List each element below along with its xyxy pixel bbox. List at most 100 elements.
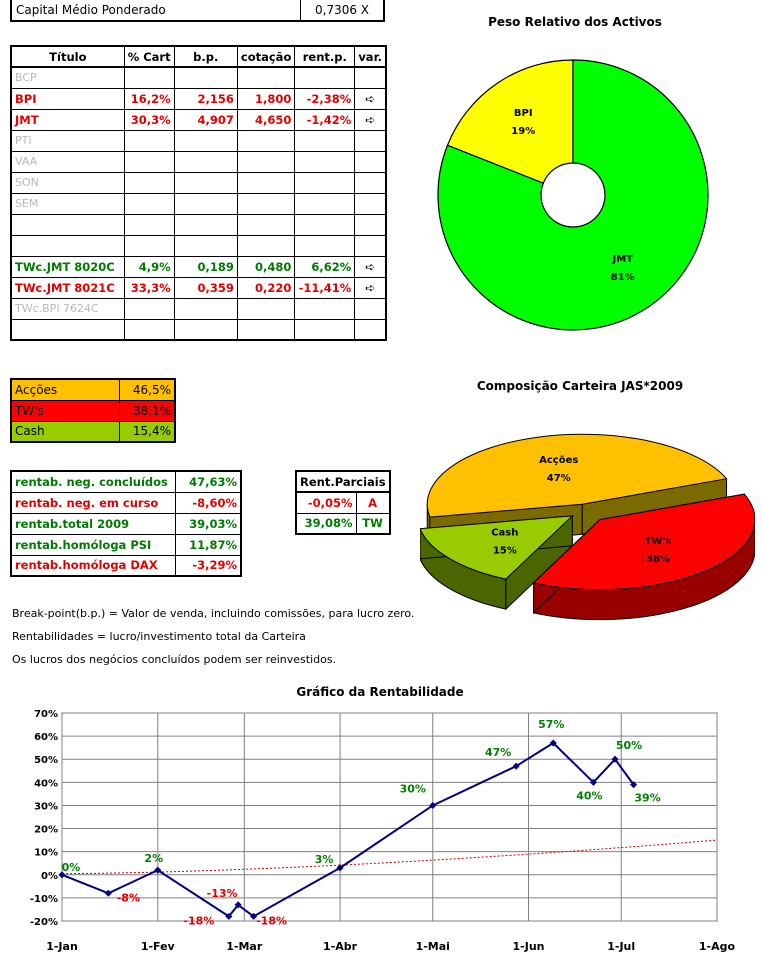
portfolio-table-header: Título% Cart b.p. cotação rent.p. var.: [10, 45, 387, 68]
pie3d-label: TW's: [645, 536, 672, 547]
pie3d-value-label: 15%: [493, 545, 517, 556]
x-tick-label: 1-Jan: [46, 940, 78, 953]
row-title: [10, 318, 125, 341]
row-pct: 33,3%: [123, 276, 175, 299]
row-bp: [173, 318, 238, 341]
row-pct: [123, 150, 175, 173]
row-bp: 4,907: [173, 108, 238, 131]
donut-chart: BPI 19% JMT 81%: [437, 59, 709, 331]
note-breakpoint: Break-point(b.p.) = Valor de venda, incl…: [12, 607, 415, 620]
returns-value: 47,63%: [174, 470, 242, 493]
pie3d-slice-top: [426, 433, 728, 518]
row-var-arrow-icon: [354, 297, 387, 320]
row-var-arrow-icon: [354, 234, 387, 257]
y-tick-label: 50%: [34, 755, 58, 766]
donut-label: JMT: [611, 254, 633, 265]
row-bp: 2,156: [173, 87, 238, 110]
row-title: BCP: [10, 66, 125, 89]
composition-label: Acções: [10, 378, 120, 401]
table-row: [10, 318, 387, 341]
pie3d-slice-top: [532, 493, 755, 591]
pie3d-label: Acções: [539, 455, 578, 466]
row-rent: [294, 150, 356, 173]
row-title: [10, 213, 125, 236]
series-point: [611, 755, 619, 763]
y-tick-label: 70%: [34, 709, 58, 720]
row-rent: [294, 234, 356, 257]
pie3d-chart-title: Composição Carteira JAS*2009: [476, 379, 684, 393]
row-rent: [294, 171, 356, 194]
portfolio-table: Título% Cart b.p. cotação rent.p. var. BCP BP…: [10, 45, 387, 341]
row-var-arrow-icon: ➪: [354, 87, 387, 110]
returns-label: rentab.total 2009: [10, 512, 176, 535]
trendline: [61, 839, 718, 875]
table-row: JMT 30,3% 4,907 4,650 -1,42% ➪: [10, 108, 387, 131]
row-var-arrow-icon: [354, 213, 387, 236]
returns-label: rentab.homóloga PSI: [10, 533, 176, 556]
note-returns: Rentabilidades = lucro/investimento tota…: [12, 630, 306, 643]
row-var-arrow-icon: ➪: [354, 255, 387, 278]
column-header: cotação: [236, 45, 296, 68]
x-tick-label: 1-Jul: [607, 940, 635, 953]
returns-row: rentab.homóloga PSI 11,87%: [10, 533, 242, 556]
data-label: -13%: [207, 887, 238, 900]
row-var-arrow-icon: [354, 66, 387, 89]
column-header: % Cart: [123, 45, 175, 68]
returns-label: rentab. neg. concluídos: [10, 470, 176, 493]
row-cotacao: [236, 129, 296, 152]
returns-value: 39,03%: [174, 512, 242, 535]
data-label: 47%: [485, 746, 511, 759]
row-bp: [173, 213, 238, 236]
row-pct: [123, 171, 175, 194]
donut-chart-title: Peso Relativo dos Activos: [488, 15, 662, 29]
returns-value: 11,87%: [174, 533, 242, 556]
series-point: [58, 871, 66, 879]
donut-value-label: 81%: [611, 272, 635, 283]
capital-value: 0,7306 X: [315, 3, 370, 17]
row-cotacao: [236, 192, 296, 215]
table-row: BPI 16,2% 2,156 1,800 -2,38% ➪: [10, 87, 387, 110]
row-rent: [294, 318, 356, 341]
row-cotacao: 0,480: [236, 255, 296, 278]
row-var-arrow-icon: ➪: [354, 108, 387, 131]
row-rent: 6,62%: [294, 255, 356, 278]
row-pct: 4,9%: [123, 255, 175, 278]
data-label: 2%: [144, 852, 163, 865]
returns-value: -3,29%: [174, 554, 242, 577]
table-row: SEM: [10, 192, 387, 215]
row-title: [10, 234, 125, 257]
composition-row: Acções 46,5%: [10, 378, 176, 401]
row-cotacao: [236, 213, 296, 236]
row-cotacao: [236, 318, 296, 341]
table-row: [10, 234, 387, 257]
table-row: [10, 213, 387, 236]
data-label: -8%: [117, 891, 140, 904]
data-label: -18%: [256, 914, 287, 927]
row-pct: [123, 192, 175, 215]
row-cotacao: 0,220: [236, 276, 296, 299]
table-row: PTI: [10, 129, 387, 152]
row-rent: [294, 297, 356, 320]
row-var-arrow-icon: [354, 318, 387, 341]
row-title: SEM: [10, 192, 125, 215]
row-cotacao: 4,650: [236, 108, 296, 131]
capital-label: Capital Médio Ponderado: [12, 0, 301, 20]
row-pct: 30,3%: [123, 108, 175, 131]
note-reinvest: Os lucros dos negócios concluídos podem …: [12, 653, 337, 666]
row-title: BPI: [10, 87, 125, 110]
row-cotacao: [236, 66, 296, 89]
data-label: 39%: [634, 792, 660, 805]
donut-slice-jmt: [437, 59, 709, 331]
row-var-arrow-icon: [354, 192, 387, 215]
partial-row: -0,05% A: [295, 491, 391, 514]
partial-code: A: [355, 491, 391, 514]
row-var-arrow-icon: [354, 171, 387, 194]
row-title: SON: [10, 171, 125, 194]
row-cotacao: [236, 297, 296, 320]
returns-label: rentab. neg. em curso: [10, 491, 176, 514]
partial-returns-table: Rent.Parciais -0,05% A 39,08% TW: [295, 470, 391, 535]
capital-box: Capital Médio Ponderado 0,7306 X: [10, 0, 385, 22]
table-row: TWc.JMT 8021C 33,3% 0,359 0,220 -11,41% ➪: [10, 276, 387, 299]
row-cotacao: [236, 150, 296, 173]
composition-value: 15,4%: [118, 420, 176, 443]
